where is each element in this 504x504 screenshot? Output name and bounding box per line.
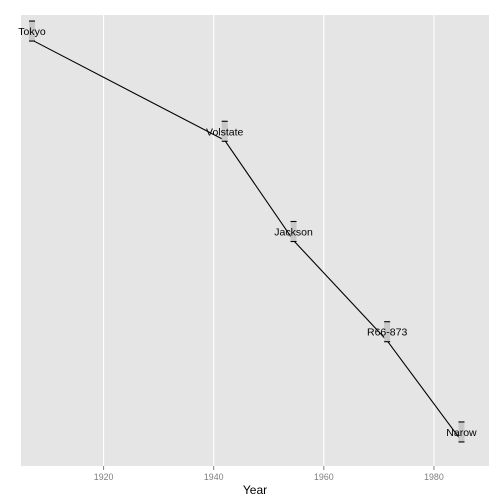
- point-range-bar: [29, 21, 36, 42]
- x-tick-label: 1980: [424, 472, 444, 482]
- point-label: Volstate: [206, 126, 244, 138]
- x-tick-label: 1940: [204, 472, 224, 482]
- point-range-bar: [458, 421, 465, 442]
- x-tick-label: 1960: [314, 472, 334, 482]
- x-axis-title: Year: [243, 483, 267, 497]
- point-range-bar: [221, 121, 228, 142]
- plot-panel: [21, 15, 489, 466]
- x-axis: 1920 1940 1960 1980: [94, 466, 444, 482]
- x-tick-label: 1920: [94, 472, 114, 482]
- point-label: Jackson: [274, 227, 313, 239]
- point-label: Tokyo: [18, 26, 46, 38]
- point-range-bar: [384, 321, 391, 342]
- point-label: R66-873: [367, 327, 407, 339]
- data-point: Jackson: [274, 220, 313, 243]
- point-range-bar: [290, 221, 297, 242]
- data-points: Tokyo Volstate Jackson R66-873 Narow: [18, 20, 477, 443]
- point-label: Narow: [446, 427, 477, 439]
- data-point: Tokyo: [18, 20, 46, 42]
- gridlines: [103, 15, 435, 466]
- data-point: R66-873: [367, 321, 407, 343]
- data-point: Volstate: [206, 120, 244, 142]
- data-point: Narow: [446, 421, 477, 443]
